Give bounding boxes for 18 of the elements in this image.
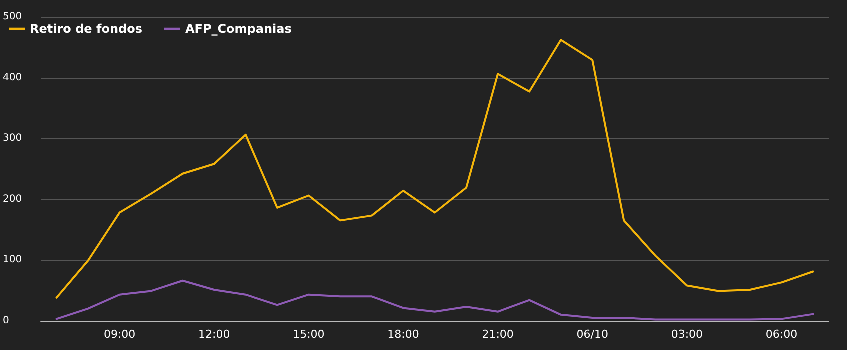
legend-label: AFP_Companias bbox=[185, 22, 292, 36]
x-tick-label: 18:00 bbox=[388, 328, 420, 341]
y-tick-label: 100 bbox=[3, 254, 22, 266]
x-tick-label: 15:00 bbox=[293, 328, 325, 341]
y-tick-label: 500 bbox=[3, 12, 22, 22]
y-tick-label: 0 bbox=[3, 316, 10, 326]
x-tick-label: 21:00 bbox=[482, 328, 514, 341]
y-tick-label: 400 bbox=[3, 72, 22, 84]
y-tick-label: 300 bbox=[3, 133, 22, 144]
legend-label: Retiro de fondos bbox=[30, 22, 142, 36]
y-tick-label: 200 bbox=[3, 194, 22, 205]
x-tick-label: 09:00 bbox=[104, 328, 136, 341]
x-tick-label: 06:00 bbox=[766, 328, 798, 341]
x-tick-label: 06/10 bbox=[576, 328, 608, 341]
x-tick-label: 03:00 bbox=[671, 328, 704, 341]
line-series bbox=[56, 39, 814, 299]
x-tick-label: 12:00 bbox=[198, 328, 230, 341]
line-series bbox=[56, 280, 814, 321]
